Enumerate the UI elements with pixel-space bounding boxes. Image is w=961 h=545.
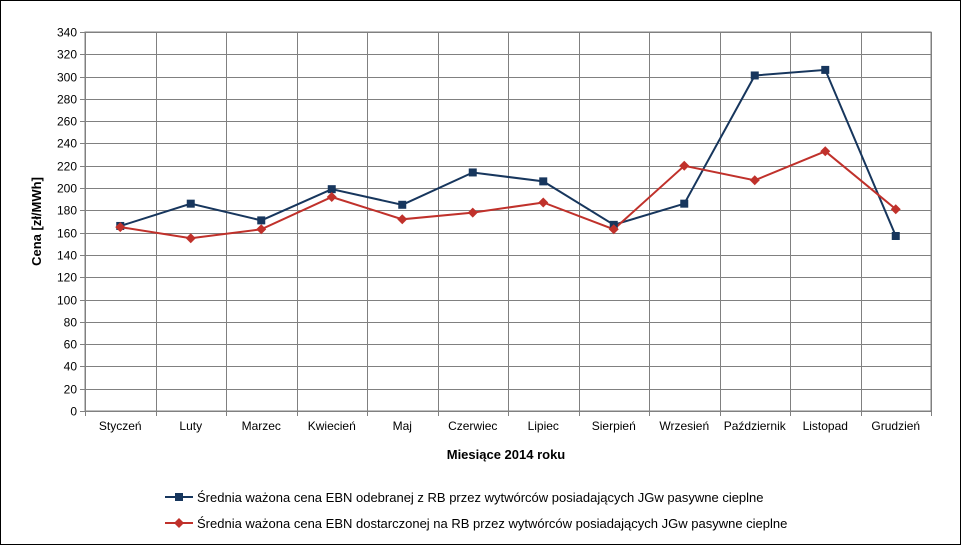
y-tick-label: 120 xyxy=(57,271,77,285)
legend-label-1: Średnia ważona cena EBN odebranej z RB p… xyxy=(197,490,764,505)
series-line-2 xyxy=(120,150,897,240)
data-point-series-1 xyxy=(186,199,195,208)
x-tick-label: Sierpień xyxy=(592,419,636,433)
y-tick-label: 160 xyxy=(57,227,77,241)
x-tick-label: Czerwiec xyxy=(448,419,497,433)
y-tick-label: 300 xyxy=(57,71,77,85)
y-tick-label: 280 xyxy=(57,93,77,107)
x-tick-label: Kwiecień xyxy=(308,419,356,433)
data-point-series-2 xyxy=(467,207,478,218)
y-tick-label: 100 xyxy=(57,294,77,308)
y-tick-label: 180 xyxy=(57,204,77,218)
data-point-series-2 xyxy=(326,191,337,202)
series-markers xyxy=(115,65,901,244)
vertical-gridlines xyxy=(85,32,932,411)
legend-marker-1 xyxy=(175,493,183,501)
x-tick-label: Luty xyxy=(179,419,202,433)
data-point-series-2 xyxy=(890,204,901,215)
legend-label-2: Średnia ważona cena EBN dostarczonej na … xyxy=(197,516,787,531)
y-tick-label: 140 xyxy=(57,249,77,263)
x-axis-title: Miesiące 2014 roku xyxy=(447,447,566,462)
legend: Średnia ważona cena EBN odebranej z RB p… xyxy=(165,490,787,531)
y-tick-label: 320 xyxy=(57,48,77,62)
data-point-series-2 xyxy=(256,224,267,235)
y-tick-label: 240 xyxy=(57,137,77,151)
y-tick-label: 20 xyxy=(64,383,78,397)
y-tick-label: 40 xyxy=(64,360,78,374)
x-tick-label: Grudzień xyxy=(871,419,920,433)
y-tick-label: 260 xyxy=(57,115,77,129)
data-point-series-2 xyxy=(397,214,408,225)
data-point-series-1 xyxy=(750,71,759,80)
y-tick-label: 220 xyxy=(57,160,77,174)
data-point-series-1 xyxy=(327,185,336,194)
data-point-series-2 xyxy=(115,222,126,233)
data-point-series-2 xyxy=(820,146,831,157)
data-point-series-2 xyxy=(608,224,619,235)
x-tick-label: Wrzesień xyxy=(659,419,709,433)
data-point-series-1 xyxy=(891,231,900,240)
y-axis-ticks: 0 20 40 60 80 100 120 140 160 180 200 220 240 260 280 3… xyxy=(57,26,85,419)
y-tick-label: 0 xyxy=(70,405,77,419)
x-tick-label: Maj xyxy=(393,419,412,433)
x-tick-label: Październik xyxy=(724,419,787,433)
series-line-1 xyxy=(119,68,897,237)
data-point-series-1 xyxy=(821,65,830,74)
data-point-series-1 xyxy=(257,216,266,225)
x-axis-ticks: Styczeń Luty Marzec Kwiecień Maj Czerwiec Lipi… xyxy=(85,411,932,433)
data-point-series-2 xyxy=(679,160,690,171)
data-point-series-1 xyxy=(398,200,407,209)
x-tick-label: Lipiec xyxy=(528,419,559,433)
y-tick-label: 60 xyxy=(64,338,78,352)
data-point-series-1 xyxy=(539,177,548,186)
y-tick-label: 80 xyxy=(64,316,78,330)
y-tick-label: 200 xyxy=(57,182,77,196)
x-tick-label: Styczeń xyxy=(99,419,142,433)
data-point-series-2 xyxy=(185,233,196,244)
data-point-series-2 xyxy=(538,197,549,208)
y-tick-label: 340 xyxy=(57,26,77,40)
x-tick-label: Listopad xyxy=(803,419,848,433)
series-lines xyxy=(119,68,897,240)
x-tick-label: Marzec xyxy=(242,419,281,433)
data-point-series-2 xyxy=(749,175,760,186)
data-point-series-1 xyxy=(468,168,477,177)
legend-marker-2 xyxy=(174,518,184,528)
data-point-series-1 xyxy=(680,199,689,208)
y-axis-title: Cena [zł/MWh] xyxy=(29,177,44,266)
